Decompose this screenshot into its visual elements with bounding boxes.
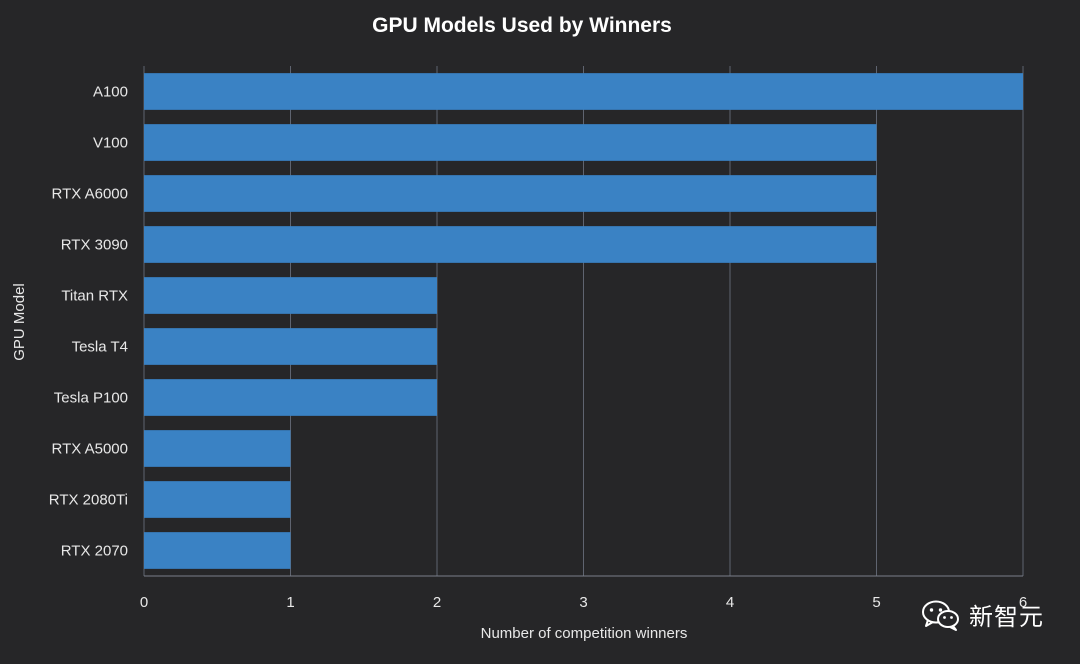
x-tick-label: 0 [140, 594, 148, 611]
bar [144, 124, 877, 161]
bar [144, 532, 291, 569]
x-tick-label: 6 [1019, 594, 1027, 611]
category-labels: A100 V100 RTX A6000 RTX 3090 Titan RTX Tesla … [49, 84, 128, 560]
category-label: RTX 2070 [61, 543, 128, 560]
x-tick-label: 3 [579, 594, 587, 611]
category-label: Titan RTX [61, 288, 128, 305]
bar [144, 379, 437, 416]
x-tick-labels: 0 1 2 3 4 5 6 [140, 594, 1027, 611]
bar [144, 226, 877, 263]
watermark-text: 新智元 [969, 603, 1044, 631]
x-tick-label: 4 [726, 594, 734, 611]
bar [144, 430, 291, 467]
category-label: Tesla T4 [72, 339, 128, 356]
bar [144, 481, 291, 518]
y-axis-title: GPU Model [11, 283, 28, 361]
x-tick-label: 5 [872, 594, 880, 611]
wechat-icon [922, 600, 959, 631]
category-label: RTX 3090 [61, 237, 128, 254]
bar [144, 175, 877, 212]
category-label: Tesla P100 [54, 390, 128, 407]
category-label: RTX 2080Ti [49, 492, 128, 509]
chart-title: GPU Models Used by Winners [372, 14, 672, 37]
bar [144, 277, 437, 314]
bar [144, 328, 437, 365]
category-label: V100 [93, 135, 128, 152]
x-tick-label: 2 [433, 594, 441, 611]
category-label: RTX A5000 [52, 441, 128, 458]
bar [144, 73, 1023, 110]
category-label: A100 [93, 84, 128, 101]
x-axis-title: Number of competition winners [481, 625, 688, 642]
x-tick-label: 1 [286, 594, 294, 611]
watermark: 新智元 [921, 597, 1044, 632]
category-label: RTX A6000 [52, 186, 128, 203]
bar-layer [144, 73, 1023, 569]
